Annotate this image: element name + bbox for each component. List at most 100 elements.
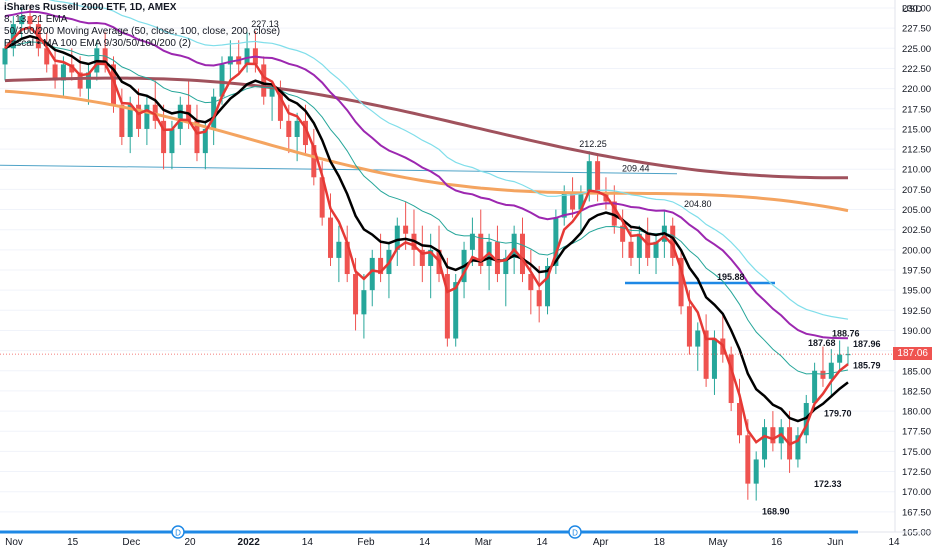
- candle-body: [328, 217, 334, 258]
- red-ema-line: [4, 26, 849, 446]
- y-tick-label: 207.50: [902, 185, 931, 196]
- candle-body: [586, 161, 592, 194]
- candle-body: [528, 274, 534, 291]
- candle-body: [736, 403, 742, 436]
- price-label: 188.76: [832, 328, 860, 338]
- candle-body: [161, 120, 167, 154]
- x-tick-label: Feb: [357, 537, 375, 548]
- candle-body: [119, 104, 125, 137]
- x-tick-label: Dec: [122, 537, 140, 548]
- x-tick-label: 14: [888, 537, 900, 548]
- candle-body: [511, 233, 517, 258]
- y-tick-label: 227.50: [902, 24, 931, 35]
- x-tick-label: Nov: [5, 537, 23, 548]
- candle-body: [570, 193, 576, 210]
- candle-body: [2, 48, 8, 65]
- x-tick-label: 14: [536, 537, 548, 548]
- x-tick-label: 16: [771, 537, 783, 548]
- candle-body: [636, 233, 642, 258]
- teal-ma-line: [4, 41, 849, 375]
- price-label: 172.33: [814, 479, 842, 489]
- y-tick-label: 177.50: [902, 427, 931, 438]
- candle-body: [762, 427, 768, 460]
- price-label: 187.96: [853, 339, 881, 349]
- legend-title: iShares Russell 2000 ETF, 1D, AMEX: [4, 2, 177, 13]
- candle-body: [545, 265, 551, 307]
- candle-body: [503, 257, 509, 275]
- y-tick-label: 230.00: [902, 4, 931, 15]
- candle-body: [177, 104, 183, 129]
- price-label: 179.70: [824, 408, 852, 418]
- candle-body: [753, 459, 759, 484]
- dividend-marker-label: D: [175, 529, 181, 538]
- candle-body: [519, 233, 525, 275]
- candle-body: [428, 249, 434, 266]
- candle-body: [127, 104, 133, 137]
- x-tick-label: 15: [67, 537, 79, 548]
- candle-body: [85, 72, 91, 89]
- candle-body: [77, 72, 83, 89]
- candle-body: [695, 330, 701, 347]
- candle-body: [60, 64, 66, 81]
- candle-body: [353, 274, 359, 315]
- candle-body: [578, 193, 584, 210]
- x-tick-label: 2022: [238, 537, 261, 548]
- x-tick-label: Jun: [827, 537, 843, 548]
- candle-body: [469, 233, 475, 250]
- y-tick-label: 215.00: [902, 124, 931, 135]
- candle-body: [219, 64, 225, 97]
- x-tick-label: 20: [184, 537, 196, 548]
- candle-body: [27, 16, 33, 25]
- candle-body: [828, 362, 834, 379]
- candle-body: [728, 354, 734, 404]
- candle-body: [419, 249, 425, 266]
- y-tick-label: 167.50: [902, 507, 931, 518]
- candle-body: [444, 274, 450, 339]
- candle-body: [553, 217, 559, 266]
- candle-body: [394, 225, 400, 250]
- candle-body: [845, 354, 851, 356]
- candle-body: [136, 104, 142, 129]
- candle-body: [686, 306, 692, 347]
- price-label: 209.44: [622, 164, 650, 174]
- candle-body: [269, 88, 275, 97]
- candle-body: [653, 241, 659, 258]
- x-tick-label: May: [709, 537, 728, 548]
- candle-body: [227, 56, 233, 65]
- candle-body: [211, 96, 217, 129]
- legend-pascal: Pascal • MA 100 EMA 9/30/50/100/200 (2): [4, 38, 191, 49]
- candle-body: [770, 427, 776, 444]
- price-label: 204.80: [684, 199, 712, 209]
- price-label: 195.88: [717, 272, 745, 282]
- candle-body: [19, 16, 25, 25]
- candle-body: [44, 48, 50, 65]
- candle-body: [378, 257, 384, 275]
- candle-body: [336, 241, 342, 258]
- y-tick-label: 192.50: [902, 306, 931, 317]
- purple-ma-line: [4, 10, 849, 340]
- trend-line: [0, 164, 678, 175]
- candle-body: [595, 161, 601, 194]
- y-tick-label: 197.50: [902, 266, 931, 277]
- candle-body: [311, 145, 317, 178]
- candle-body: [645, 233, 651, 258]
- candle-body: [620, 225, 626, 242]
- candle-body: [795, 435, 801, 460]
- candle-body: [286, 120, 292, 137]
- x-tick-label: Mar: [475, 537, 493, 548]
- candle-body: [277, 88, 283, 121]
- candle-body: [837, 354, 843, 363]
- candle-body: [344, 241, 350, 275]
- y-tick-label: 180.00: [902, 407, 931, 418]
- dividend-marker: [171, 525, 185, 539]
- current-price-tag: 187.06: [893, 347, 932, 360]
- candle-body: [611, 201, 617, 226]
- y-tick-label: 175.00: [902, 447, 931, 458]
- candle-body: [561, 193, 567, 218]
- y-tick-label: 217.50: [902, 104, 931, 115]
- brown-ma-line: [4, 76, 849, 180]
- black-ma-line: [4, 34, 849, 423]
- y-tick-label: 185.00: [902, 366, 931, 377]
- y-tick-label: 200.00: [902, 245, 931, 256]
